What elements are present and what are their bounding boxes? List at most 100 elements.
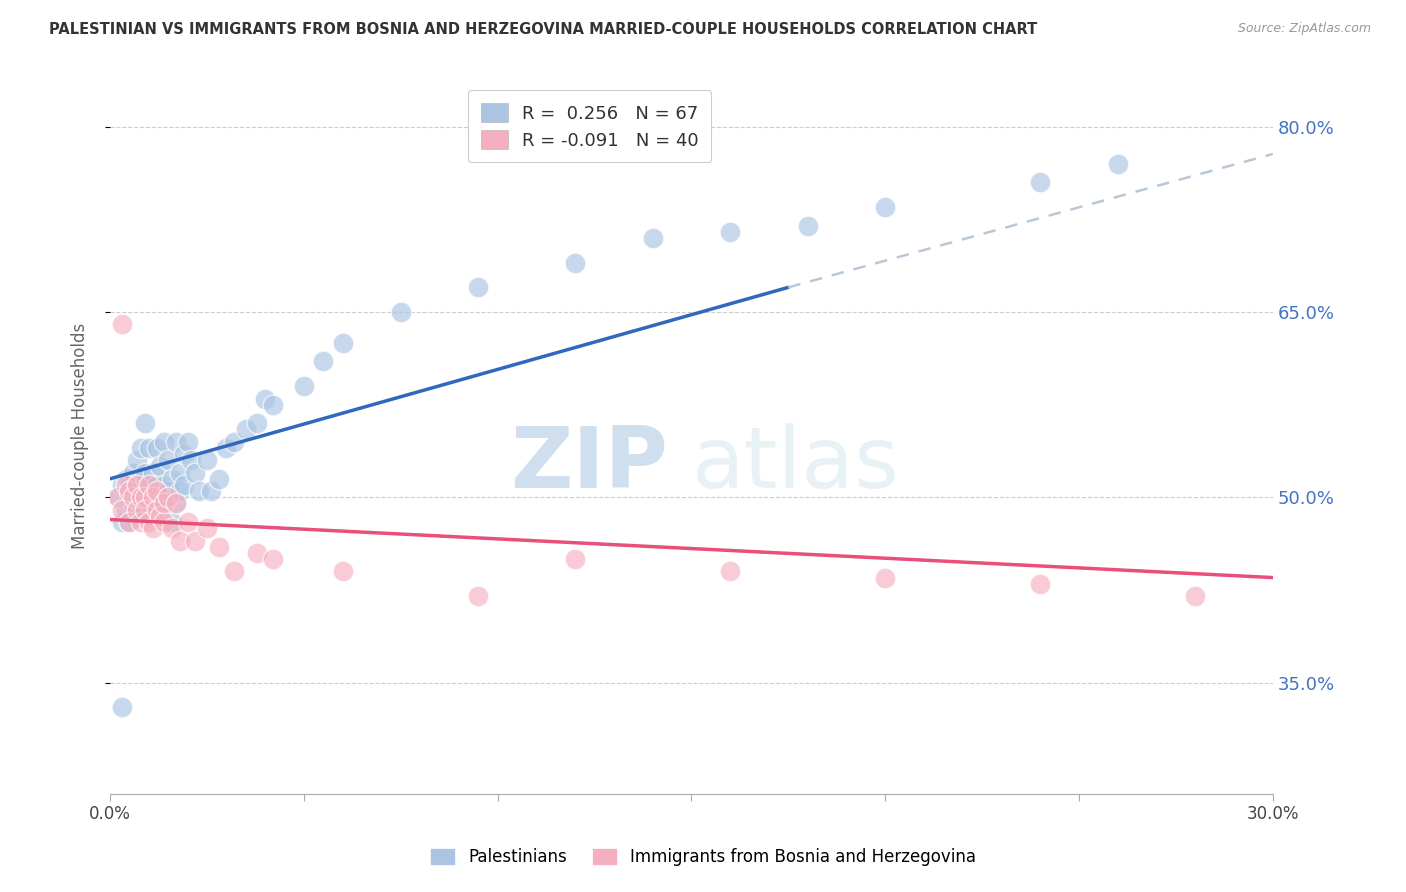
Point (107, 491, 129, 505)
Point (312, 354, 335, 368)
Point (138, 515, 160, 529)
Point (160, 521, 183, 535)
Point (235, 422, 257, 436)
Point (262, 398, 284, 412)
Point (111, 515, 134, 529)
Point (169, 533, 191, 548)
Point (195, 453, 218, 467)
Point (153, 515, 176, 529)
Point (107, 491, 129, 505)
Point (138, 496, 160, 510)
Point (127, 491, 149, 505)
Point (127, 453, 149, 467)
Point (222, 565, 245, 579)
Point (292, 379, 315, 393)
Point (127, 502, 149, 516)
Point (134, 466, 156, 480)
Point (160, 515, 183, 529)
Point (262, 552, 284, 566)
Legend: Palestinians, Immigrants from Bosnia and Herzegovina: Palestinians, Immigrants from Bosnia and… (422, 840, 984, 875)
Point (207, 540, 229, 554)
Point (145, 502, 167, 516)
Point (254, 392, 277, 406)
Point (122, 491, 145, 505)
Point (467, 280, 489, 294)
Point (138, 441, 160, 455)
Point (134, 416, 156, 430)
Point (114, 478, 136, 492)
Point (176, 515, 198, 529)
Point (145, 478, 167, 492)
Point (145, 441, 167, 455)
Point (200, 484, 222, 499)
Legend: R =  0.256   N = 67, R = -0.091   N = 40: R = 0.256 N = 67, R = -0.091 N = 40 (468, 90, 711, 162)
Point (564, 552, 586, 566)
Point (222, 434, 245, 449)
Point (1029, 576, 1052, 591)
Point (149, 459, 172, 474)
Point (1107, 157, 1129, 171)
Point (207, 472, 229, 486)
Point (184, 466, 207, 480)
Point (129, 472, 152, 486)
Point (149, 508, 172, 523)
Point (246, 546, 269, 560)
Point (114, 502, 136, 516)
Point (1029, 175, 1052, 189)
Point (157, 453, 180, 467)
Point (134, 491, 156, 505)
Point (122, 484, 145, 499)
Point (129, 515, 152, 529)
Point (215, 441, 238, 455)
Point (1184, 589, 1206, 603)
Point (173, 478, 195, 492)
Point (165, 496, 187, 510)
Point (176, 434, 198, 449)
Point (149, 491, 172, 505)
Point (118, 491, 141, 505)
Point (118, 478, 141, 492)
Point (188, 484, 211, 499)
Point (111, 318, 134, 332)
Point (718, 225, 741, 239)
Point (875, 200, 897, 214)
Point (184, 533, 207, 548)
Point (127, 478, 149, 492)
Point (153, 434, 176, 449)
Point (134, 484, 156, 499)
Point (129, 502, 152, 516)
Point (332, 565, 354, 579)
Point (169, 466, 191, 480)
Point (111, 700, 134, 714)
Point (195, 521, 218, 535)
Point (138, 478, 160, 492)
Point (114, 472, 136, 486)
Point (165, 434, 187, 449)
Point (153, 478, 176, 492)
Point (796, 219, 818, 233)
Point (118, 515, 141, 529)
Point (129, 441, 152, 455)
Point (157, 491, 180, 505)
Point (718, 565, 741, 579)
Text: ZIP: ZIP (510, 423, 668, 506)
Point (142, 496, 165, 510)
Text: atlas: atlas (692, 423, 900, 506)
Point (173, 447, 195, 461)
Point (246, 416, 269, 430)
Point (118, 515, 141, 529)
Point (122, 496, 145, 510)
Point (134, 502, 156, 516)
Point (332, 335, 354, 350)
Point (160, 472, 183, 486)
Point (165, 496, 187, 510)
Text: Source: ZipAtlas.com: Source: ZipAtlas.com (1237, 22, 1371, 36)
Point (153, 496, 176, 510)
Point (875, 570, 897, 584)
Point (180, 453, 202, 467)
Point (142, 491, 165, 505)
Point (111, 478, 134, 492)
Point (129, 491, 152, 505)
Point (138, 478, 160, 492)
Point (111, 502, 134, 516)
